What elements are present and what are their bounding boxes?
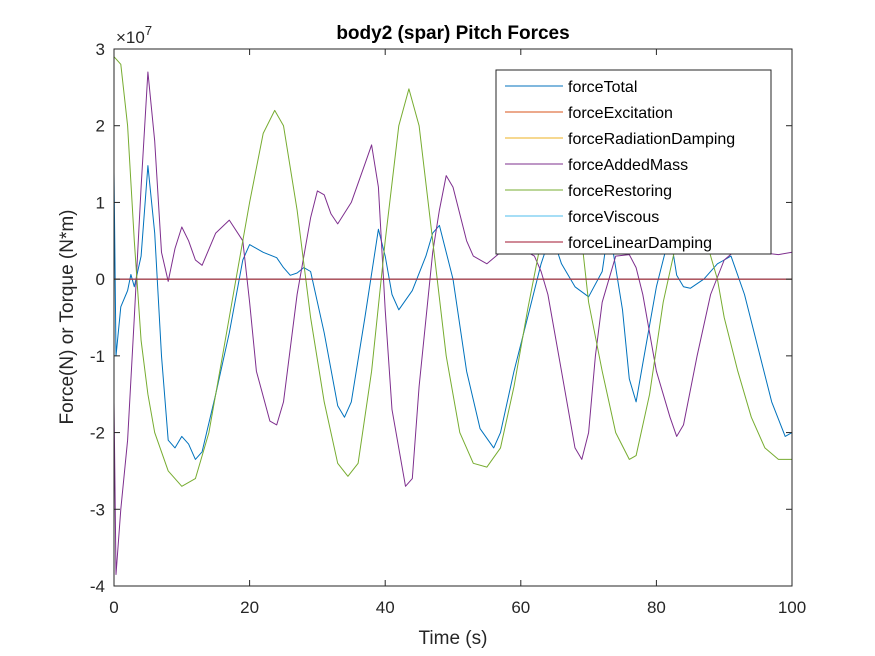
legend-item: forceRadiationDamping xyxy=(505,131,735,148)
legend-label: forceLinearDamping xyxy=(568,235,712,252)
axis-ticks xyxy=(113,48,793,587)
y-tick-labels: -4 -3 -2 -1 0 1 2 3 xyxy=(90,40,105,596)
legend-item: forceLinearDamping xyxy=(505,235,712,252)
legend-item: forceExcitation xyxy=(505,105,673,122)
legend-box xyxy=(495,69,772,255)
x-tick-labels: 0 20 40 60 80 100 xyxy=(109,598,806,617)
y-exponent-label: ×107 xyxy=(116,23,152,47)
y-tick-label: -1 xyxy=(90,347,105,366)
legend-item: forceRestoring xyxy=(505,183,672,200)
y-tick-label: 1 xyxy=(96,193,105,212)
x-tick-label: 80 xyxy=(647,598,666,617)
x-tick-label: 100 xyxy=(778,598,806,617)
y-exponent-power: 7 xyxy=(145,23,152,38)
legend-label: forceViscous xyxy=(568,209,659,226)
series-line-forceRestoring xyxy=(113,56,792,487)
y-tick-label: -4 xyxy=(90,577,105,596)
y-tick-label: -2 xyxy=(90,424,105,443)
legend-label: forceExcitation xyxy=(568,105,673,122)
y-tick-label: 0 xyxy=(96,270,105,289)
y-tick-label: 2 xyxy=(96,117,105,136)
x-tick-label: 40 xyxy=(376,598,395,617)
x-tick-label: 60 xyxy=(511,598,530,617)
legend-label: forceTotal xyxy=(568,79,637,96)
y-axis-label: Force(N) or Torque (N*m) xyxy=(57,209,78,424)
x-axis-label: Time (s) xyxy=(419,628,488,649)
legend-label: forceAddedMass xyxy=(568,157,688,174)
series-line-forceAddedMass xyxy=(113,71,793,575)
y-tick-label: 3 xyxy=(96,40,105,59)
x-tick-label: 20 xyxy=(240,598,259,617)
chart-title: body2 (spar) Pitch Forces xyxy=(336,23,569,44)
legend-label: forceRadiationDamping xyxy=(568,131,735,148)
legend-item: forceAddedMass xyxy=(505,157,688,174)
legend-label: forceRestoring xyxy=(568,183,672,200)
legend-item: forceViscous xyxy=(505,209,659,226)
plot-area xyxy=(113,48,793,587)
legend-item: forceTotal xyxy=(505,79,637,96)
legend: forceTotal forceExcitation forceRadiationD… xyxy=(495,69,772,255)
x-tick-label: 0 xyxy=(109,598,118,617)
series-lines xyxy=(113,56,793,575)
y-tick-label: -3 xyxy=(90,500,105,519)
